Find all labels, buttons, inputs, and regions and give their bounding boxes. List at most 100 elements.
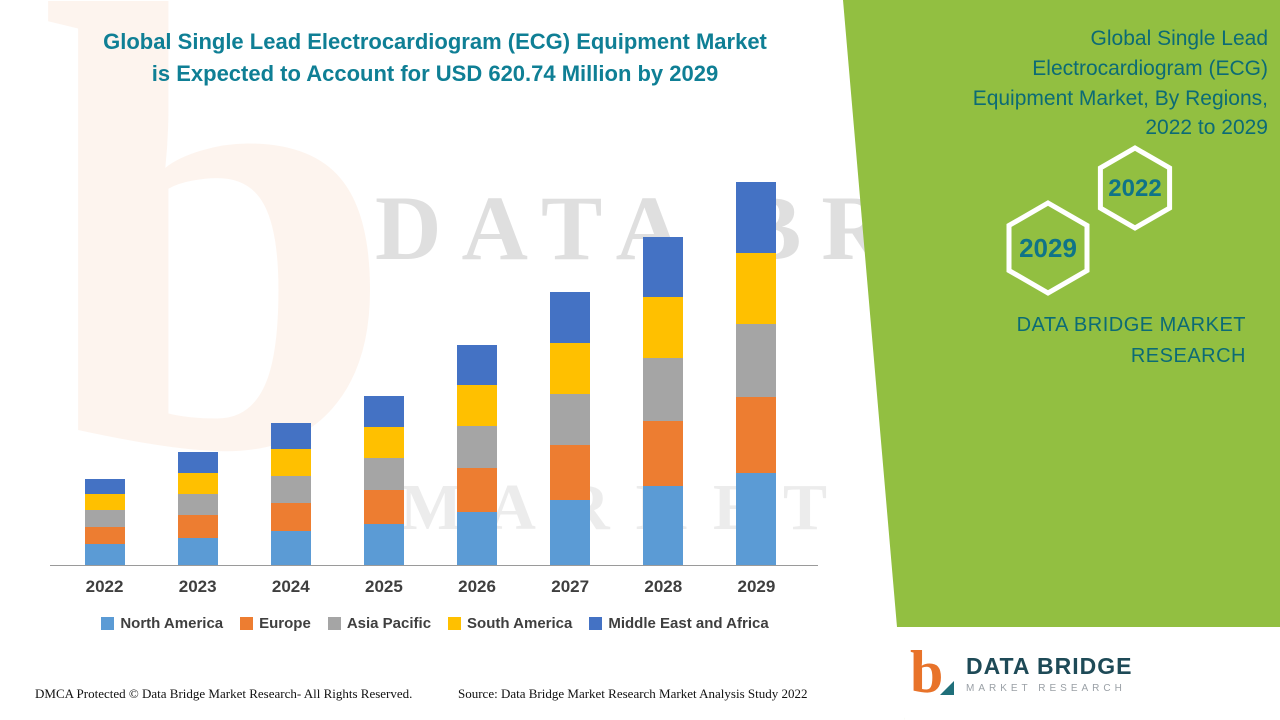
legend-item-middle-east-and-africa: Middle East and Africa (589, 615, 769, 632)
legend-label: Europe (259, 615, 311, 632)
bar-segment-asia-pacific (457, 426, 498, 469)
legend-item-asia-pacific: Asia Pacific (327, 615, 432, 632)
side-panel-heading-line: Global Single Lead (1090, 27, 1268, 50)
bar-2027 (550, 292, 591, 565)
brand-logo: b DATA BRIDGE MARKET RESEARCH (886, 627, 1280, 720)
bar-segment-middle-east-and-africa (84, 478, 125, 495)
bar-chart-columns (58, 180, 803, 565)
bar-segment-south-america (177, 472, 218, 494)
brand-logo-b-icon: b (910, 642, 956, 705)
bar-segment-middle-east-and-africa (270, 423, 311, 450)
page-title-line2: is Expected to Account for USD 620.74 Mi… (151, 60, 719, 86)
bar-segment-north-america (643, 486, 684, 565)
bar-segment-north-america (550, 499, 591, 565)
bar-segment-asia-pacific (270, 475, 311, 503)
bar-segment-europe (736, 396, 777, 474)
x-axis-labels: 2022 2023 2024 2025 2026 2027 2028 2029 (58, 577, 803, 597)
bar-2022 (84, 478, 125, 565)
bar-segment-asia-pacific (643, 358, 684, 421)
x-axis-label-2025: 2025 (365, 577, 403, 596)
footer-dmca-text: DMCA Protected © Data Bridge Market Rese… (35, 686, 413, 701)
x-axis-label-2029: 2029 (737, 577, 776, 596)
bar-segment-asia-pacific (736, 323, 777, 397)
legend-label: Middle East and Africa (608, 615, 769, 632)
bar-segment-south-america (363, 426, 404, 459)
bar-segment-south-america (643, 297, 684, 359)
bar-segment-middle-east-and-africa (457, 344, 498, 386)
footer-source-text: Source: Data Bridge Market Research Mark… (458, 686, 808, 701)
x-axis-label-2026: 2026 (458, 577, 496, 596)
legend-label: South America (467, 615, 573, 632)
x-axis-line (50, 565, 818, 566)
bar-2026 (457, 344, 498, 565)
legend-item-north-america: North America (101, 615, 223, 632)
bar-segment-europe (550, 445, 591, 500)
bar-segment-south-america (736, 252, 777, 324)
x-axis-label-2028: 2028 (644, 577, 683, 596)
bar-2028 (643, 236, 684, 565)
bar-segment-asia-pacific (363, 458, 404, 491)
brand-logo-text: DATA BRIDGE MARKET RESEARCH (966, 653, 1132, 694)
bar-2024 (270, 423, 311, 565)
side-panel-heading-line: Electrocardiogram (ECG) (1032, 56, 1268, 80)
bar-segment-north-america (270, 531, 311, 565)
brand-logo-name: DATA BRIDGE (966, 653, 1133, 679)
x-axis-label-2022: 2022 (85, 577, 124, 596)
bar-segment-north-america (84, 544, 125, 565)
x-axis-label-2027: 2027 (551, 577, 590, 596)
legend-label: Asia Pacific (346, 615, 432, 632)
bar-segment-middle-east-and-africa (550, 292, 591, 343)
bar-segment-middle-east-and-africa (736, 182, 777, 253)
side-panel-brand: DATA BRIDGE MARKET RESEARCH (946, 310, 1246, 372)
bar-2023 (177, 452, 218, 565)
bar-segment-north-america (736, 473, 777, 565)
brand-logo-tagline: MARKET RESEARCH (966, 683, 1126, 694)
chart-legend: North America Europe Asia Pacific South Ame… (40, 615, 830, 632)
page-title: Global Single Lead Electrocardiogram (EC… (30, 26, 840, 90)
bar-segment-north-america (177, 537, 218, 565)
side-panel-brand-line2: RESEARCH (1130, 345, 1246, 367)
bar-segment-middle-east-and-africa (643, 236, 684, 298)
bar-segment-europe (84, 526, 125, 544)
bar-segment-asia-pacific (84, 510, 125, 527)
hexagon-2022 (1097, 145, 1173, 231)
bar-segment-middle-east-and-africa (177, 452, 218, 473)
legend-swatch (589, 617, 603, 630)
bar-segment-europe (363, 490, 404, 525)
legend-swatch (240, 617, 254, 630)
bar-segment-europe (177, 515, 218, 538)
bar-segment-south-america (270, 449, 311, 476)
legend-swatch (448, 617, 462, 630)
bar-2025 (363, 395, 404, 565)
hexagon-2029 (1006, 200, 1090, 296)
legend-item-europe: Europe (240, 615, 311, 632)
side-panel-brand-line1: DATA BRIDGE MARKET (1016, 314, 1246, 336)
bar-segment-north-america (363, 524, 404, 565)
bar-segment-asia-pacific (550, 393, 591, 446)
bar-segment-middle-east-and-africa (363, 395, 404, 427)
side-panel-heading-line: 2022 to 2029 (1145, 116, 1268, 140)
bar-2029 (736, 182, 777, 565)
hexagon-year-2029: 2029 (1019, 233, 1077, 263)
side-panel-heading: Global Single Lead Electrocardiogram (EC… (938, 24, 1268, 143)
bar-segment-north-america (457, 511, 498, 565)
legend-swatch (101, 617, 115, 630)
hexagon-years-graphic: 2022 2029 (1006, 145, 1173, 296)
bar-segment-south-america (84, 494, 125, 511)
hexagon-year-2022: 2022 (1108, 175, 1161, 202)
bar-segment-europe (643, 420, 684, 486)
bar-segment-europe (270, 502, 311, 532)
legend-item-south-america: South America (448, 615, 572, 632)
x-axis-label-2023: 2023 (178, 577, 217, 596)
legend-label: North America (120, 615, 224, 632)
x-axis-label-2024: 2024 (271, 577, 310, 596)
bar-segment-south-america (550, 342, 591, 394)
bar-segment-south-america (457, 385, 498, 427)
bar-segment-europe (457, 468, 498, 512)
side-panel-heading-line: Equipment Market, By Regions, (972, 86, 1268, 110)
bar-segment-asia-pacific (177, 493, 218, 516)
page-title-line1: Global Single Lead Electrocardiogram (EC… (103, 29, 767, 54)
legend-swatch (327, 617, 341, 630)
